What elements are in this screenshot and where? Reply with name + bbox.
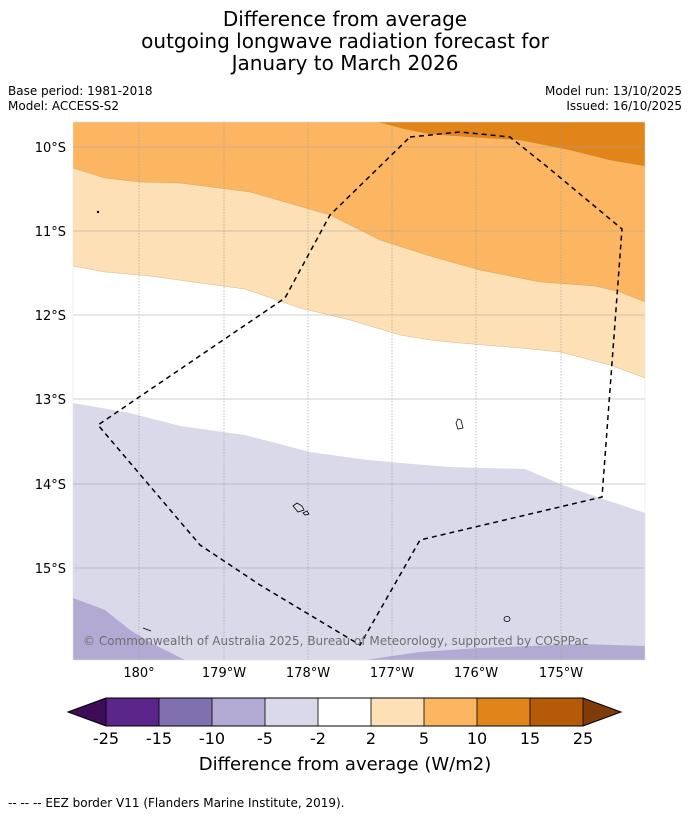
colorbar-segment-15-25	[530, 698, 583, 726]
cb-tick-5: 5	[419, 729, 429, 748]
cb-tick-minus10: -10	[199, 729, 225, 748]
band-minus5-minus2	[73, 403, 645, 660]
band-minus10-minus5	[73, 598, 185, 660]
lon-label-177w: 177°W	[370, 666, 414, 681]
copyright-text: © Commonwealth of Australia 2025, Bureau…	[83, 634, 588, 648]
title-line-1: Difference from average	[222, 7, 468, 31]
lon-label-180: 180°	[123, 666, 154, 681]
colorbar-segment-minus5-minus2	[265, 698, 318, 726]
lat-label-12s: 12°S	[35, 309, 66, 324]
island-small-b	[503, 616, 511, 622]
colorbar-extend-high	[583, 698, 621, 726]
colorbar-segment-minus15-minus10	[159, 698, 212, 726]
colorbar-segment-10-15	[477, 698, 530, 726]
lon-label-175w: 175°W	[539, 666, 583, 681]
cb-tick-25: 25	[573, 729, 593, 748]
lon-labels: 180° 179°W 178°W 177°W 176°W 175°W	[123, 666, 583, 681]
meta-right: Model run: 13/10/2025 Issued: 16/10/2025	[545, 84, 682, 114]
island-small-c	[142, 627, 152, 632]
lat-label-15s: 15°S	[35, 562, 66, 577]
lat-label-14s: 14°S	[35, 478, 66, 493]
island-lakeba	[292, 502, 305, 513]
band-minus10-minus5-east	[365, 644, 645, 660]
colorbar-segment-2-5	[371, 698, 424, 726]
cb-tick-minus15: -15	[146, 729, 172, 748]
eez-legend-note: -- -- -- EEZ border V11 (Flanders Marine…	[8, 796, 345, 810]
cb-tick-10: 10	[467, 729, 487, 748]
lat-labels: 10°S 11°S 12°S 13°S 14°S 15°S	[35, 141, 66, 577]
chart-title: Difference from average outgoing longwav…	[0, 8, 690, 74]
cb-tick-2: 2	[366, 729, 376, 748]
cb-tick-minus2: -2	[310, 729, 326, 748]
colorbar-segment-minus25-minus15	[106, 698, 159, 726]
contour-lines	[73, 122, 645, 379]
lon-label-178w: 178°W	[286, 666, 330, 681]
cb-tick-minus5: -5	[257, 729, 273, 748]
lon-label-176w: 176°W	[454, 666, 498, 681]
band-5-10	[73, 122, 645, 302]
lat-label-11s: 11°S	[35, 225, 66, 240]
islands	[96, 210, 511, 632]
colorbar-extend-low	[68, 698, 106, 726]
colorbar: -25 -15 -10 -5 -2 2 5 10 15 25 Differenc…	[66, 697, 623, 775]
colorbar-segment-5-10	[424, 698, 477, 726]
cb-tick-minus25: -25	[93, 729, 119, 748]
colorbar-label: Difference from average (W/m2)	[199, 754, 491, 775]
island-small-d	[96, 210, 100, 214]
colorbar-dividers	[105, 698, 584, 726]
model-name: Model: ACCESS-S2	[8, 99, 120, 113]
colorbar-ticks: -25 -15 -10 -5 -2 2 5 10 15 25	[93, 729, 593, 748]
issued-date: Issued: 16/10/2025	[566, 99, 682, 113]
map-plot: © Commonwealth of Australia 2025, Bureau…	[73, 122, 645, 660]
title-line-3: January to March 2026	[231, 51, 459, 75]
model-run: Model run: 13/10/2025	[544, 84, 682, 98]
map-frame	[72, 121, 646, 661]
island-vatoa	[455, 418, 464, 430]
lon-label-179w: 179°W	[202, 666, 246, 681]
lat-label-10s: 10°S	[35, 141, 66, 156]
gridlines	[73, 122, 645, 660]
title-line-2: outgoing longwave radiation forecast for	[141, 29, 549, 53]
meta-left: Base period: 1981-2018 Model: ACCESS-S2	[8, 84, 153, 114]
base-period: Base period: 1981-2018	[8, 84, 153, 98]
lat-label-13s: 13°S	[35, 393, 66, 408]
colorbar-segment-minus10-minus5	[212, 698, 265, 726]
cb-tick-15: 15	[520, 729, 540, 748]
island-small-a	[302, 510, 310, 516]
colorbar-segment-minus2-2	[318, 698, 371, 726]
band-10-15	[378, 122, 645, 166]
